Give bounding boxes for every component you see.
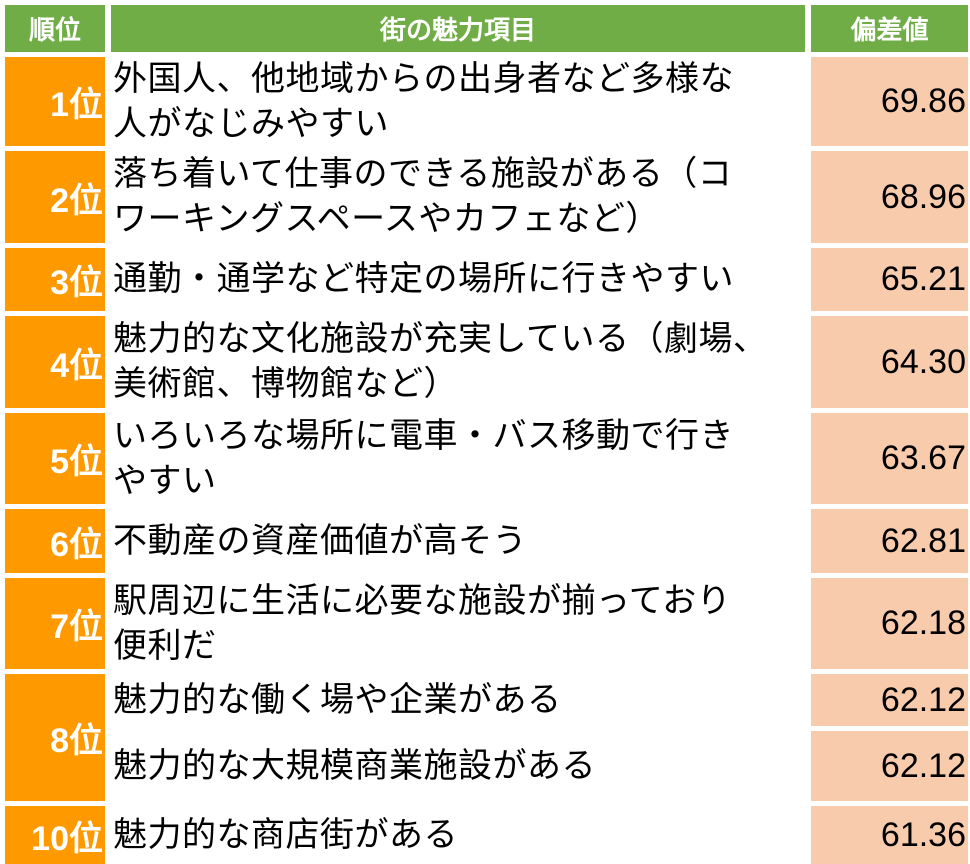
score-cell: 62.12 [811, 674, 968, 726]
header-item: 街の魅力項目 [111, 5, 805, 52]
item-cell: 魅力的な商店街がある [111, 806, 805, 864]
item-text: 不動産の資産価値が高そう [113, 520, 527, 561]
score-cell: 69.86 [811, 57, 968, 146]
item-text: 魅力的な働く場や企業がある [113, 679, 562, 720]
score-cell: 64.30 [811, 316, 968, 408]
item-text: いろいろな場所に電車・バス移動で行き やすい [113, 415, 734, 501]
header-rank: 順位 [5, 5, 105, 52]
score-cell: 62.18 [811, 578, 968, 669]
ranking-table: 順位 街の魅力項目 偏差値 1位 外国人、他地域からの出身者など多様な 人がなじ… [5, 5, 968, 864]
item-cell: 外国人、他地域からの出身者など多様な 人がなじみやすい [111, 57, 805, 146]
item-cell: いろいろな場所に電車・バス移動で行き やすい [111, 413, 805, 504]
item-text: 落ち着いて仕事のできる施設がある（コ ワーキングスペースやカフェなど） [113, 154, 733, 239]
rank-cell: 4位 [5, 316, 105, 408]
rank-cell: 10位 [5, 806, 105, 864]
rank-cell: 8位 [5, 674, 105, 801]
rank-cell: 2位 [5, 151, 105, 243]
item-text: 魅力的な大規模商業施設がある [113, 745, 596, 786]
item-text: 外国人、他地域からの出身者など多様な 人がなじみやすい [113, 58, 734, 144]
score-cell: 62.81 [811, 509, 968, 573]
item-cell: 魅力的な大規模商業施設がある [111, 731, 805, 801]
score-cell: 62.12 [811, 731, 968, 801]
score-cell: 63.67 [811, 413, 968, 504]
header-score: 偏差値 [811, 5, 968, 52]
rank-cell: 3位 [5, 248, 105, 311]
rank-cell: 5位 [5, 413, 105, 504]
item-cell: 魅力的な文化施設が充実している（劇場、 美術館、博物館など） [111, 316, 805, 408]
score-cell: 61.36 [811, 806, 968, 864]
item-cell: 落ち着いて仕事のできる施設がある（コ ワーキングスペースやカフェなど） [111, 151, 805, 243]
item-cell: 通勤・通学など特定の場所に行きやすい [111, 248, 805, 311]
rank-cell: 6位 [5, 509, 105, 573]
item-cell: 駅周辺に生活に必要な施設が揃っており 便利だ [111, 578, 805, 669]
score-cell: 65.21 [811, 248, 968, 311]
item-text: 通勤・通学など特定の場所に行きやすい [113, 259, 734, 299]
score-cell: 68.96 [811, 151, 968, 243]
rank-cell: 1位 [5, 57, 105, 146]
item-cell: 魅力的な働く場や企業がある [111, 674, 805, 726]
item-cell: 不動産の資産価値が高そう [111, 509, 805, 573]
item-text: 駅周辺に生活に必要な施設が揃っており 便利だ [113, 580, 732, 666]
item-text: 魅力的な商店街がある [113, 814, 458, 855]
item-text: 魅力的な文化施設が充実している（劇場、 美術館、博物館など） [113, 319, 768, 404]
rank-cell: 7位 [5, 578, 105, 669]
